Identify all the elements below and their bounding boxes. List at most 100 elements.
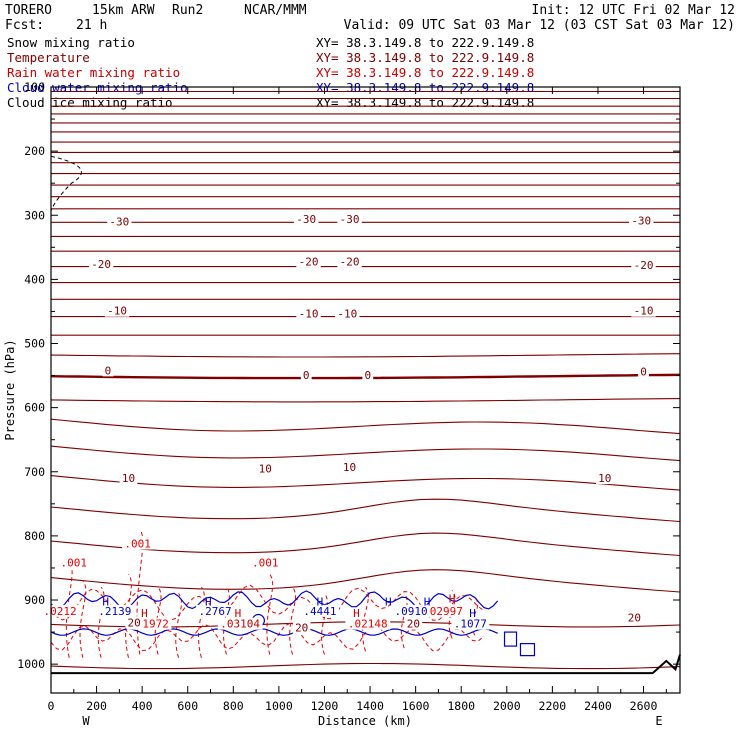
forecast-label: Fcst: [5, 18, 44, 33]
y-tick-label: 100 [24, 80, 45, 94]
temperature-label: 0 [303, 369, 310, 382]
rain-contour-line [223, 586, 230, 655]
isotherm-line [50, 398, 681, 403]
temperature-label: 10 [122, 472, 135, 485]
rain-label: .001 [252, 557, 279, 570]
model-resolution: 15km ARW [92, 3, 155, 18]
h-marker: H [353, 607, 360, 620]
legend-entry-name: Temperature [7, 50, 90, 65]
rain-label-bg [345, 617, 391, 630]
x-tick-label: 1800 [447, 699, 475, 713]
x-tick-label: 800 [223, 699, 244, 713]
isotherm-line [50, 569, 681, 593]
snow-contour [50, 155, 82, 211]
cloud-label: .4441 [303, 605, 336, 618]
temperature-label: -20 [634, 259, 654, 272]
isotherm-line [50, 475, 681, 491]
x-tick-label: 2000 [493, 699, 521, 713]
temperature-label: 10 [259, 462, 272, 475]
isotherm-line [50, 418, 681, 435]
y-tick-label: 700 [24, 465, 45, 479]
x-tick-label: 2200 [539, 699, 567, 713]
extra-label: .1077 [454, 618, 487, 631]
temperature-label-bg [102, 364, 114, 377]
y-tick-label: 500 [24, 337, 45, 351]
temperature-label-bg [337, 213, 362, 226]
temperature-label: 10 [598, 472, 611, 485]
h-marker: H [449, 593, 456, 606]
temperature-label-bg [629, 214, 654, 227]
temperature-label: 0 [105, 364, 112, 377]
temperature-label: -30 [340, 213, 360, 226]
temperature-label-bg [362, 368, 374, 381]
contour-labels: -30 -30 -30 -30 -20 -20 -20 -20 -10 -10 -10 -10 0 0 0 0… [41, 213, 656, 635]
temperature-label: -30 [296, 213, 316, 226]
cloud-contour-box [503, 631, 518, 647]
legend-entry-xy: XY= 38.3.149.8 to 222.9.149.8 [316, 35, 534, 50]
y-tick-label: 800 [24, 529, 45, 543]
legend-entry-name: Rain water mixing ratio [7, 65, 180, 80]
rain-label-bg [249, 556, 281, 569]
temperature-label: -10 [107, 305, 127, 318]
h-marker: H [317, 595, 324, 608]
cloud-label: .2139 [98, 605, 131, 618]
rain-label: .0212 [44, 605, 77, 618]
y-tick-label: 200 [24, 144, 45, 158]
rain-label: .02148 [348, 618, 388, 631]
x-tick-label: 0 [48, 699, 55, 713]
rain-label-bg [420, 604, 466, 617]
rain-contour-line [289, 586, 296, 655]
temperature-label: 10 [343, 461, 356, 474]
rain-label-bg [122, 537, 154, 550]
temperature-label-bg [296, 255, 321, 268]
rain-contour-line [198, 586, 205, 658]
temperature-label: -20 [91, 258, 111, 271]
run-label: Run2 [172, 3, 203, 18]
plot-frame [50, 86, 681, 694]
isotherm-line [50, 498, 681, 523]
temperature-label-bg [107, 215, 132, 228]
rain-label: .001 [124, 538, 151, 551]
axes: 0 200 400 600 800 1000 1200 1400 1600 1800 2000 220… [17, 80, 680, 713]
temperature-label-bg [638, 365, 649, 378]
rain-label: .001 [61, 557, 88, 570]
legend-entry-name: Snow mixing ratio [7, 35, 135, 50]
x-tick-label: 400 [132, 699, 153, 713]
temperature-label: -10 [299, 307, 319, 320]
extra-label-bg [292, 621, 311, 634]
temperature-label-bg [256, 462, 275, 475]
temperature-label-bg [335, 307, 360, 320]
cloud-label-bg [392, 604, 431, 617]
extra-label-bg [217, 617, 263, 630]
isotherm-line [50, 353, 681, 358]
terrain-line [51, 654, 681, 675]
temperature-label-bg [104, 304, 130, 317]
rain-contour-line [321, 593, 328, 655]
x-tick-label: 1200 [311, 699, 339, 713]
x-tick-label: 600 [177, 699, 198, 713]
y-tick-label: 1000 [17, 657, 45, 671]
rain-contour-line [175, 593, 183, 658]
y-axis-label: Pressure (hPa) [3, 339, 17, 440]
temperature-label: -30 [631, 214, 651, 227]
forecast-hours: 21 h [76, 18, 107, 33]
h-marker: H [235, 607, 242, 620]
cloud-contour-box [519, 643, 536, 657]
temperature-label-bg [625, 611, 644, 624]
temperature-label-bg [631, 304, 656, 317]
cloud-contour-line [50, 628, 498, 636]
rain-contour-line [136, 529, 144, 655]
extra-label: 20 [128, 616, 141, 629]
plot-area: -30 -30 -30 -30 -20 -20 -20 -20 -10 -10 -10 -10 0 0 0 0… [17, 80, 681, 713]
x-tick-label: 200 [86, 699, 107, 713]
rain-contours [50, 529, 485, 658]
temperature-label: 0 [640, 366, 647, 379]
h-marker: H [205, 595, 212, 608]
x-tick-label: 1000 [265, 699, 293, 713]
temperature-label-bg [88, 257, 114, 270]
temperature-label: -20 [340, 255, 360, 268]
rain-contour-line [266, 574, 274, 655]
isotherm-line [50, 445, 681, 462]
x-tick-label: 2600 [630, 699, 658, 713]
h-marker: H [385, 595, 392, 608]
